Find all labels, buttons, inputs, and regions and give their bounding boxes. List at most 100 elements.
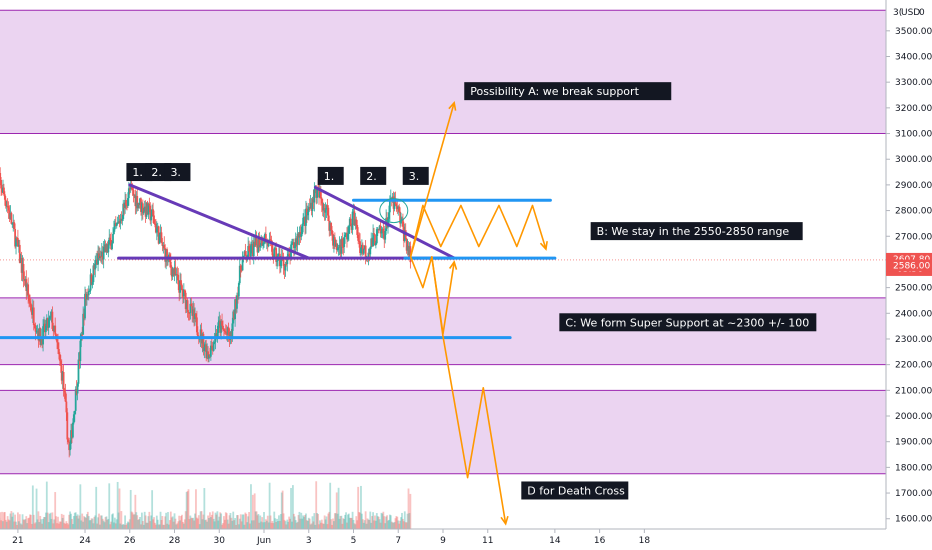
candle-body [107, 244, 110, 253]
candle-body [368, 252, 371, 255]
candle-body [380, 231, 383, 234]
scenario-path-D[interactable] [431, 256, 507, 524]
volume-bar [399, 520, 402, 529]
candle-body [351, 211, 354, 230]
volume-bar [23, 520, 26, 529]
volume-bar [68, 514, 71, 529]
volume-bar [255, 511, 258, 529]
volume-bar [389, 515, 392, 529]
candle-body [205, 344, 208, 359]
annotation-swing2[interactable]: 2. [360, 166, 387, 185]
volume-bar [318, 524, 320, 529]
candle-body [76, 383, 79, 394]
candle-body [291, 243, 293, 245]
annotation-swing2[interactable]: 3. [402, 166, 429, 185]
candle-body [237, 283, 240, 297]
trendline-descending-resistance-1[interactable] [128, 183, 311, 260]
trendline-descending-resistance-2[interactable] [313, 185, 456, 260]
volume-bar [223, 516, 225, 529]
volume-bar [149, 521, 152, 529]
annotation-text: 2. [151, 166, 162, 179]
volume-bar [21, 514, 24, 529]
candle-body [187, 311, 190, 313]
candle-body [272, 255, 275, 258]
candle-body [285, 264, 288, 266]
candle-body [71, 430, 73, 438]
volume-bar [87, 516, 90, 529]
candle-body [334, 243, 337, 247]
volume-bar [304, 515, 306, 529]
volume-bar [256, 515, 259, 529]
volume-bar [0, 520, 3, 529]
candle-body [276, 260, 278, 262]
volume-bar [293, 516, 296, 529]
volume-bar [60, 513, 63, 529]
candle-body [304, 217, 306, 226]
candle-body [87, 290, 90, 296]
volume-bar [111, 514, 113, 529]
volume-bar [319, 520, 321, 529]
y-tick-label: 2200.00 [895, 361, 932, 371]
volume-bar [294, 520, 297, 529]
candle-body [93, 265, 96, 270]
volume-bar [141, 521, 144, 529]
volume-bar [258, 522, 261, 529]
candle-body [31, 307, 34, 315]
volume-bar [394, 518, 397, 529]
time-axis[interactable]: 21 24 26 28 30 Jun 3 5 7 9 11 14 16 18 [12, 529, 650, 546]
candle-body [405, 238, 408, 251]
candle-body [132, 190, 135, 196]
volume-bar [116, 481, 119, 529]
candle-body [376, 228, 379, 230]
volume-bar [215, 514, 218, 529]
volume-bar [362, 522, 365, 529]
candle-body [111, 243, 113, 250]
volume-bar [29, 514, 31, 529]
volume-bar [360, 485, 362, 529]
candle-body [38, 328, 41, 341]
candle-body [406, 245, 409, 251]
volume-bar [44, 517, 46, 529]
volume-bar [305, 520, 308, 529]
volume-bar [263, 512, 265, 529]
candle-body [140, 198, 142, 212]
candle-body [174, 267, 177, 275]
volume-bar [35, 488, 38, 529]
candle-body [311, 198, 314, 211]
annotation-a[interactable]: Possibility A: we break support [464, 82, 672, 101]
candle-body [356, 225, 359, 235]
candle-body [15, 238, 17, 247]
currency-label: USD [901, 8, 920, 18]
volume-bar [175, 524, 178, 529]
candle-body [312, 198, 315, 203]
volume-bar [160, 519, 163, 529]
volume-bar [74, 512, 77, 529]
annotation-swing2[interactable]: 1. [317, 166, 344, 185]
scenario-path-B[interactable] [409, 204, 547, 257]
volume-bar [287, 521, 290, 529]
candle-body [94, 260, 97, 270]
annotation-swing1[interactable]: 3. [164, 163, 191, 182]
candle-body [189, 303, 192, 314]
candle-body [195, 313, 197, 318]
volume-bar [332, 518, 334, 529]
price-axis[interactable]: 1600.00 1700.00 1800.00 1900.00 2000.00 2100.… [886, 27, 932, 525]
candle-body [72, 414, 75, 423]
volume-bar [153, 517, 155, 529]
volume-bar [58, 523, 60, 529]
candle-body [117, 221, 120, 223]
volume-bar [9, 513, 12, 529]
candle-body [237, 295, 239, 297]
candle-body [241, 259, 244, 271]
scenario-path-A[interactable] [409, 102, 455, 258]
volume-bar [77, 518, 80, 529]
volume-bar [209, 517, 212, 529]
annotation-b[interactable]: B: We stay in the 2550-2850 range [590, 222, 803, 241]
candle-body [25, 279, 28, 291]
volume-bar [47, 522, 50, 529]
volume-bar [92, 523, 95, 529]
annotation-box [317, 166, 344, 185]
annotation-d[interactable]: D for Death Cross [521, 481, 629, 500]
annotation-c[interactable]: C: We form Super Support at ~2300 +/- 10… [559, 313, 817, 332]
